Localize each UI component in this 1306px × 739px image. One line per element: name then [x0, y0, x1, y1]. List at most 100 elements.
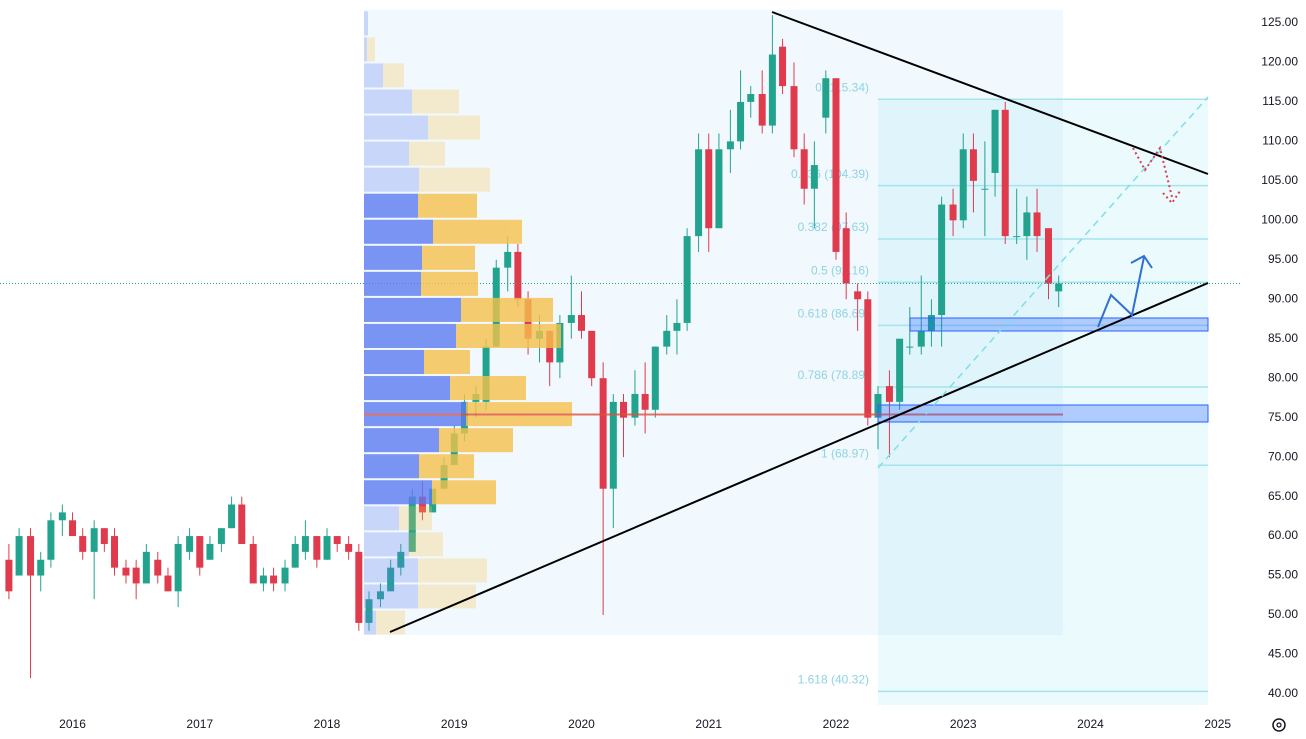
candle-body — [281, 567, 289, 584]
profile-up-bar — [364, 11, 368, 36]
x-tick-label: 2021 — [695, 717, 722, 731]
y-tick-label: 50.00 — [1268, 607, 1298, 621]
candle-body — [58, 512, 66, 521]
profile-up-bar — [364, 610, 376, 635]
profile-up-bar — [364, 271, 421, 296]
y-tick-label: 95.00 — [1268, 252, 1298, 266]
profile-up-bar — [364, 480, 432, 505]
trend-line — [771, 11, 1209, 175]
profile-down-bar — [450, 376, 526, 401]
candle-body — [196, 536, 204, 568]
profile-down-bar — [424, 349, 470, 375]
candle-body — [206, 543, 214, 560]
candle-body — [355, 551, 363, 623]
fib-label: 0.786 (78.89) — [798, 368, 869, 382]
candle-body — [917, 330, 925, 347]
candle-body — [906, 346, 914, 348]
volume-profile — [364, 11, 1063, 635]
profile-up-bar — [364, 219, 433, 244]
candle-body — [1044, 228, 1052, 284]
x-tick-label: 2018 — [314, 717, 341, 731]
profile-up-bar — [364, 376, 450, 401]
y-tick-label: 85.00 — [1268, 331, 1298, 345]
candle-body — [842, 228, 850, 284]
candle-body — [864, 299, 872, 418]
candle-body — [186, 536, 194, 552]
profile-down-bar — [422, 245, 475, 270]
candle-body — [164, 575, 172, 592]
y-tick-label: 80.00 — [1268, 370, 1298, 384]
candle-body — [1023, 212, 1031, 237]
profile-up-bar — [364, 323, 456, 348]
candle-body — [854, 291, 862, 300]
drawing-backgrounds — [364, 10, 1208, 705]
candle-body — [154, 559, 162, 576]
profile-up-bar — [364, 141, 409, 166]
candle-body — [663, 330, 671, 347]
profile-up-bar — [364, 89, 412, 114]
candle-body — [1055, 283, 1063, 292]
candle-body — [174, 543, 182, 592]
candle-body — [959, 149, 967, 221]
y-tick-label: 60.00 — [1268, 528, 1298, 542]
profile-up-bar — [364, 558, 418, 583]
candle-body — [768, 54, 776, 126]
candle-body — [397, 551, 405, 568]
x-tick-label: 2025 — [1204, 717, 1231, 731]
candle-body — [504, 251, 512, 268]
candle-body — [673, 322, 681, 331]
profile-down-bar — [418, 193, 477, 218]
profile-down-bar — [433, 219, 522, 244]
candle-body — [747, 94, 755, 102]
candle-body — [291, 543, 299, 568]
candle-body — [949, 204, 957, 221]
candle-body — [217, 528, 225, 544]
profile-up-bar — [364, 506, 399, 531]
fib-background — [878, 99, 1208, 705]
candle-body — [981, 188, 989, 190]
candle-body — [969, 149, 977, 181]
candle-body — [132, 567, 140, 584]
candle-body — [1033, 212, 1041, 237]
fib-label: 1.618 (40.32) — [798, 673, 869, 687]
candle-body — [387, 567, 395, 592]
y-tick-label: 100.00 — [1261, 212, 1298, 226]
x-tick-label: 2017 — [186, 717, 213, 731]
y-tick-label: 55.00 — [1268, 568, 1298, 582]
candle-body — [100, 528, 108, 544]
x-tick-label: 2019 — [441, 717, 468, 731]
x-tick-label: 2024 — [1077, 717, 1104, 731]
arrow-head — [1130, 254, 1153, 269]
candle-body — [737, 101, 745, 142]
candle-body — [365, 599, 373, 623]
candle-body — [122, 567, 130, 576]
candle-body — [345, 543, 353, 552]
candle-body — [578, 315, 586, 331]
candle-body — [301, 536, 309, 552]
profile-up-bar — [364, 428, 439, 453]
candle-body — [790, 86, 798, 150]
candle-body — [651, 346, 659, 410]
settings-icon[interactable] — [1272, 718, 1286, 732]
candle-body — [90, 528, 98, 552]
y-tick-label: 45.00 — [1268, 647, 1298, 661]
candle-body — [927, 315, 935, 331]
x-tick-label: 2020 — [568, 717, 595, 731]
profile-up-bar — [364, 454, 419, 479]
y-tick-label: 110.00 — [1262, 134, 1298, 148]
candle-body — [37, 559, 45, 576]
candle-body — [715, 149, 723, 229]
candle-body — [641, 393, 649, 410]
candle-body — [567, 315, 575, 323]
candle-body — [885, 386, 893, 402]
profile-up-bar — [364, 193, 418, 218]
y-tick-label: 70.00 — [1268, 449, 1298, 463]
profile-down-bar — [367, 37, 375, 62]
profile-up-bar — [364, 532, 409, 557]
path-arrow — [1097, 256, 1145, 328]
support-zone — [877, 404, 1209, 423]
candle-body — [822, 78, 830, 118]
profile-down-bar — [418, 558, 487, 583]
support-zone — [909, 317, 1209, 332]
profile-down-bar — [399, 506, 432, 531]
